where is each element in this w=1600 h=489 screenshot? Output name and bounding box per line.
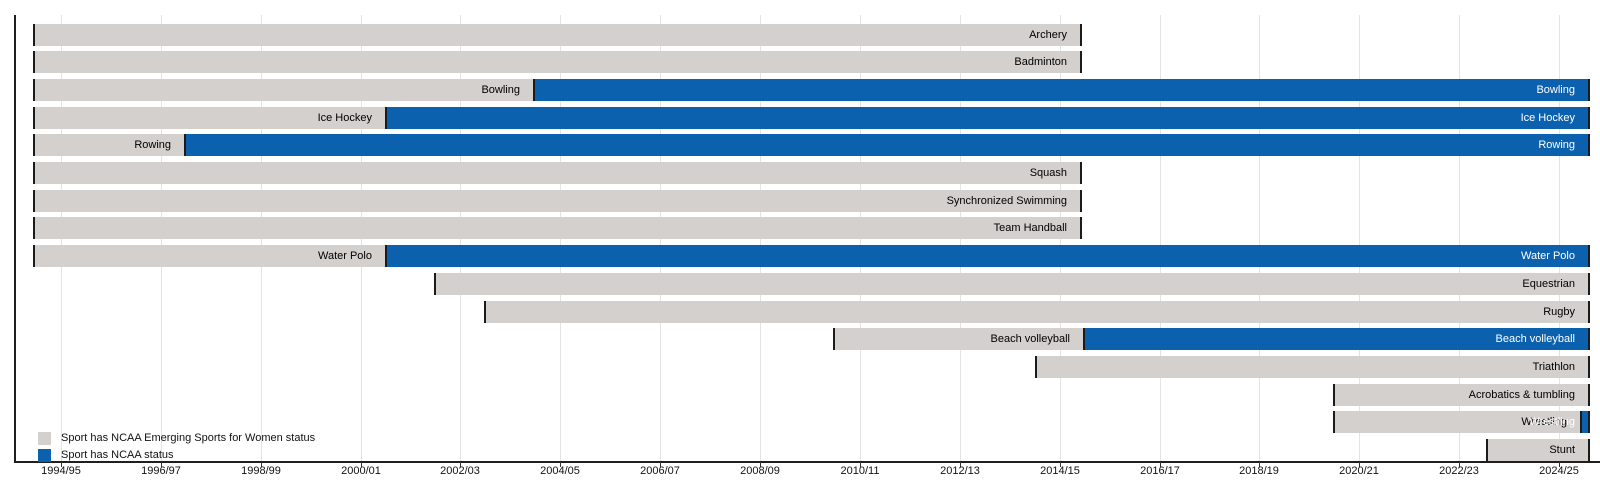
rowing-esw-bar: Rowing xyxy=(33,134,184,157)
tickmark-2020-21 xyxy=(1359,462,1360,467)
rowing-ncaa-bar: Rowing xyxy=(184,134,1590,157)
acrobatics-tumbling-esw-bar: Acrobatics & tumbling xyxy=(1333,383,1590,406)
tickmark-1996-97 xyxy=(161,462,162,467)
ice-hockey-ncaa-bar: Ice Hockey xyxy=(385,106,1590,129)
bar-label: Wrestling xyxy=(1529,416,1575,429)
tickmark-2024-25 xyxy=(1559,462,1560,467)
tick-label: 2004/05 xyxy=(540,465,580,477)
gridline-2022-23 xyxy=(1459,15,1460,461)
bar-label: Water Polo xyxy=(317,250,372,263)
triathlon-esw-bar: Triathlon xyxy=(1035,355,1590,378)
tickmark-2014-15 xyxy=(1060,462,1061,467)
tick-label: 2016/17 xyxy=(1140,465,1180,477)
tick-label: 2002/03 xyxy=(440,465,480,477)
tickmark-2010-11 xyxy=(860,462,861,467)
tick-label: 2014/15 xyxy=(1040,465,1080,477)
bar-label: Team Handball xyxy=(993,222,1067,235)
tickmark-1994-95 xyxy=(61,462,62,467)
bar-label: Badminton xyxy=(1014,56,1067,69)
gridline-2018-19 xyxy=(1259,15,1260,461)
tickmark-1998-99 xyxy=(261,462,262,467)
bar-label: Archery xyxy=(1029,28,1067,41)
tick-label: 1998/99 xyxy=(241,465,281,477)
tick-label: 2012/13 xyxy=(940,465,980,477)
tick-label: 2018/19 xyxy=(1239,465,1279,477)
wrestling-esw-bar: Wrestling xyxy=(1333,411,1580,434)
rugby-esw-bar: Rugby xyxy=(484,300,1590,323)
bar-label: Stunt xyxy=(1549,444,1575,456)
bar-label: Rugby xyxy=(1543,305,1575,318)
bar-label: Wrestling xyxy=(1521,416,1567,429)
tick-label: 2008/09 xyxy=(740,465,780,477)
water-polo-ncaa-bar: Water Polo xyxy=(385,245,1590,268)
esw-color-swatch xyxy=(38,432,51,445)
bar-label: Rowing xyxy=(134,139,171,152)
tickmark-2006-07 xyxy=(660,462,661,467)
tick-label: 2020/21 xyxy=(1339,465,1379,477)
tickmark-2018-19 xyxy=(1259,462,1260,467)
squash-esw-bar: Squash xyxy=(33,162,1082,184)
tick-label: 2010/11 xyxy=(840,465,880,477)
bar-label: Synchronized Swimming xyxy=(946,194,1067,207)
bar-label: Bowling xyxy=(481,83,520,96)
legend-label-esw: Sport has NCAA Emerging Sports for Women… xyxy=(61,432,316,444)
bar-label: Bowling xyxy=(1536,83,1575,96)
beach-volleyball-esw-bar: Beach volleyball xyxy=(833,328,1083,351)
tickmark-2012-13 xyxy=(960,462,961,467)
badminton-esw-bar: Badminton xyxy=(33,51,1082,74)
bar-label: Equestrian xyxy=(1522,277,1575,290)
tick-label: 2022/23 xyxy=(1439,465,1479,477)
bowling-ncaa-bar: Bowling xyxy=(533,78,1590,101)
tickmark-2008-09 xyxy=(760,462,761,467)
bar-label: Acrobatics & tumbling xyxy=(1468,388,1575,401)
gridline-2020-21 xyxy=(1359,15,1360,461)
tick-label: 1996/97 xyxy=(141,465,181,477)
bar-label: Beach volleyball xyxy=(990,333,1071,346)
tickmark-2016-17 xyxy=(1160,462,1161,467)
bar-label: Triathlon xyxy=(1532,360,1575,373)
legend-label-ncaa: Sport has NCAA status xyxy=(61,449,174,461)
bar-label: Squash xyxy=(1029,167,1067,179)
stunt-esw-bar: Stunt xyxy=(1486,439,1590,461)
bar-label: Water Polo xyxy=(1520,250,1575,263)
tick-label: 2024/25 xyxy=(1539,465,1579,477)
x-axis-line xyxy=(14,461,1600,463)
bowling-esw-bar: Bowling xyxy=(33,78,533,101)
water-polo-esw-bar: Water Polo xyxy=(33,245,385,268)
team-handball-esw-bar: Team Handball xyxy=(33,217,1082,240)
y-axis-line xyxy=(14,15,16,461)
bar-label: Rowing xyxy=(1538,139,1575,152)
tickmark-2002-03 xyxy=(460,462,461,467)
wrestling-ncaa-bar: Wrestling xyxy=(1529,411,1590,434)
gridline-2016-17 xyxy=(1160,15,1161,461)
bar-label: Ice Hockey xyxy=(317,111,372,124)
tickmark-2000-01 xyxy=(361,462,362,467)
tick-label: 2006/07 xyxy=(640,465,680,477)
bar-label: Beach volleyball xyxy=(1495,333,1576,346)
beach-volleyball-ncaa-bar: Beach volleyball xyxy=(1083,328,1590,351)
tick-label: 1994/95 xyxy=(41,465,81,477)
archery-esw-bar: Archery xyxy=(33,23,1082,46)
equestrian-esw-bar: Equestrian xyxy=(434,272,1590,295)
gridline-2024-25 xyxy=(1559,15,1560,461)
tickmark-2004-05 xyxy=(560,462,561,467)
bar-label: Ice Hockey xyxy=(1520,111,1575,124)
tickmark-2022-23 xyxy=(1459,462,1460,467)
ice-hockey-esw-bar: Ice Hockey xyxy=(33,106,385,129)
ncaa-color-swatch xyxy=(38,449,51,462)
tick-label: 2000/01 xyxy=(341,465,381,477)
synchronized-swimming-esw-bar: Synchronized Swimming xyxy=(33,189,1082,212)
